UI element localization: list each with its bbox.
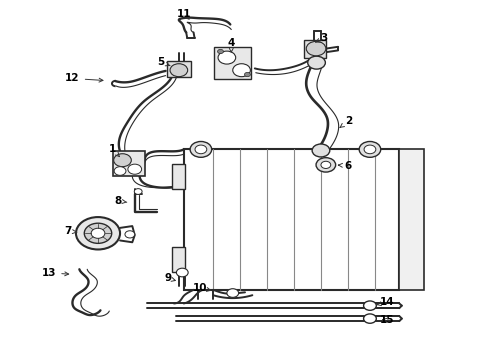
Bar [172, 247, 185, 272]
Circle shape [91, 228, 105, 238]
Bar [399, 149, 424, 290]
Circle shape [306, 41, 326, 56]
Circle shape [359, 141, 381, 157]
Circle shape [364, 314, 376, 323]
Text: 12: 12 [65, 73, 103, 84]
Text: 9: 9 [164, 273, 175, 283]
Circle shape [233, 64, 250, 77]
Text: 15: 15 [380, 315, 394, 325]
Text: 8: 8 [114, 196, 127, 206]
Bar [113, 151, 145, 176]
Text: 13: 13 [42, 268, 69, 278]
Circle shape [125, 231, 135, 238]
Circle shape [316, 158, 336, 172]
Circle shape [128, 164, 142, 174]
Circle shape [308, 56, 325, 69]
Text: 11: 11 [176, 9, 191, 19]
Text: 3: 3 [316, 33, 328, 43]
Circle shape [364, 301, 376, 310]
Circle shape [134, 189, 142, 194]
Circle shape [195, 145, 207, 154]
Circle shape [227, 289, 239, 297]
Bar [184, 149, 399, 290]
Circle shape [76, 217, 120, 249]
Bar [167, 61, 191, 77]
Circle shape [176, 268, 188, 277]
Circle shape [114, 154, 131, 167]
Bar [172, 164, 185, 189]
Text: 5: 5 [157, 57, 170, 67]
Text: 6: 6 [338, 161, 351, 171]
Text: 1: 1 [109, 144, 120, 157]
Circle shape [245, 72, 250, 77]
Text: 4: 4 [227, 38, 235, 52]
Circle shape [364, 145, 376, 154]
Circle shape [114, 167, 126, 175]
Bar [214, 47, 251, 79]
Bar [304, 40, 326, 58]
Circle shape [321, 161, 331, 168]
Circle shape [312, 144, 330, 157]
Circle shape [218, 51, 236, 64]
Text: 10: 10 [193, 283, 211, 293]
Circle shape [218, 49, 223, 54]
Circle shape [170, 64, 188, 77]
Circle shape [190, 141, 212, 157]
Circle shape [84, 223, 112, 243]
Text: 2: 2 [340, 116, 352, 127]
Text: 14: 14 [377, 297, 394, 307]
Text: 7: 7 [64, 226, 77, 236]
